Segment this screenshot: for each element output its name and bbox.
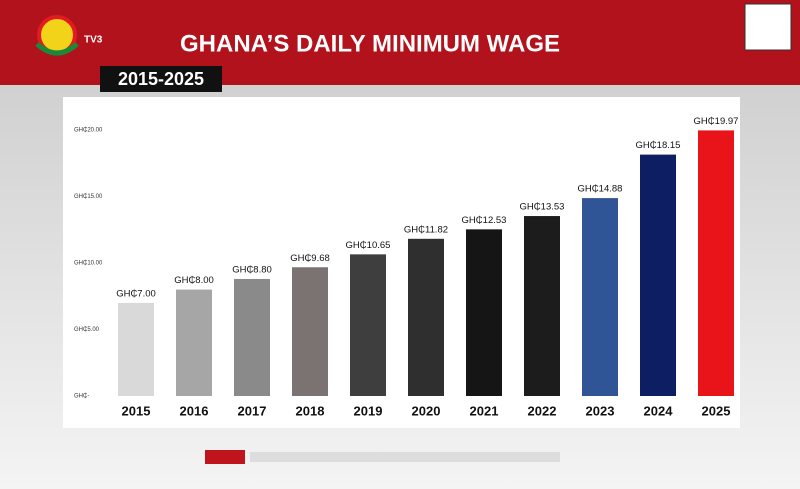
x-tick-label: 2023 bbox=[586, 403, 615, 418]
x-tick-label: 2022 bbox=[528, 403, 557, 418]
value-label: GH₵10.65 bbox=[346, 240, 391, 251]
value-label: GH₵8.00 bbox=[174, 275, 214, 286]
value-label: GH₵9.68 bbox=[290, 253, 330, 264]
value-label: GH₵11.82 bbox=[404, 224, 448, 235]
x-tick-label: 2018 bbox=[296, 403, 325, 418]
x-tick-label: 2025 bbox=[702, 403, 731, 418]
value-label: GH₵18.15 bbox=[636, 140, 681, 151]
bar bbox=[582, 198, 618, 396]
x-tick-label: 2015 bbox=[122, 403, 151, 418]
bar bbox=[524, 216, 560, 396]
subtitle-box bbox=[100, 66, 222, 92]
bar bbox=[118, 302, 154, 396]
qr-code bbox=[744, 3, 792, 51]
bar bbox=[640, 154, 676, 396]
y-tick-label: GH₵5.00 bbox=[74, 326, 100, 333]
y-tick-label: GH₵10.00 bbox=[74, 260, 103, 267]
x-tick-label: 2020 bbox=[412, 403, 441, 418]
bar bbox=[466, 229, 502, 396]
value-label: GH₵8.80 bbox=[232, 264, 272, 275]
value-label: GH₵13.53 bbox=[520, 202, 565, 213]
bar bbox=[292, 267, 328, 396]
bar bbox=[234, 278, 270, 396]
bar bbox=[698, 130, 734, 397]
sponsor-strip bbox=[250, 452, 560, 462]
x-tick-label: 2017 bbox=[238, 403, 267, 418]
sponsor-logo bbox=[205, 450, 245, 464]
chart-subtitle: 2015-2025 bbox=[118, 69, 204, 89]
value-label: GH₵12.53 bbox=[462, 215, 507, 226]
value-label: GH₵7.00 bbox=[116, 288, 156, 299]
bar bbox=[350, 254, 386, 396]
chart-title: GHANA’S DAILY MINIMUM WAGE bbox=[180, 30, 560, 57]
x-tick-label: 2016 bbox=[180, 403, 209, 418]
x-tick-label: 2024 bbox=[644, 403, 674, 418]
y-tick-label: GH₵- bbox=[74, 393, 89, 400]
bar bbox=[408, 238, 444, 396]
bar bbox=[176, 289, 212, 396]
value-label: GH₵14.88 bbox=[578, 184, 623, 195]
logo-swoosh bbox=[35, 42, 79, 56]
logo-text: TV3 bbox=[84, 35, 103, 46]
x-tick-label: 2021 bbox=[470, 403, 499, 418]
y-tick-label: GH₵15.00 bbox=[74, 193, 103, 200]
chart-panel bbox=[63, 97, 740, 428]
value-label: GH₵19.97 bbox=[694, 116, 739, 127]
y-tick-label: GH₵20.00 bbox=[74, 127, 103, 134]
x-tick-label: 2019 bbox=[354, 403, 383, 418]
